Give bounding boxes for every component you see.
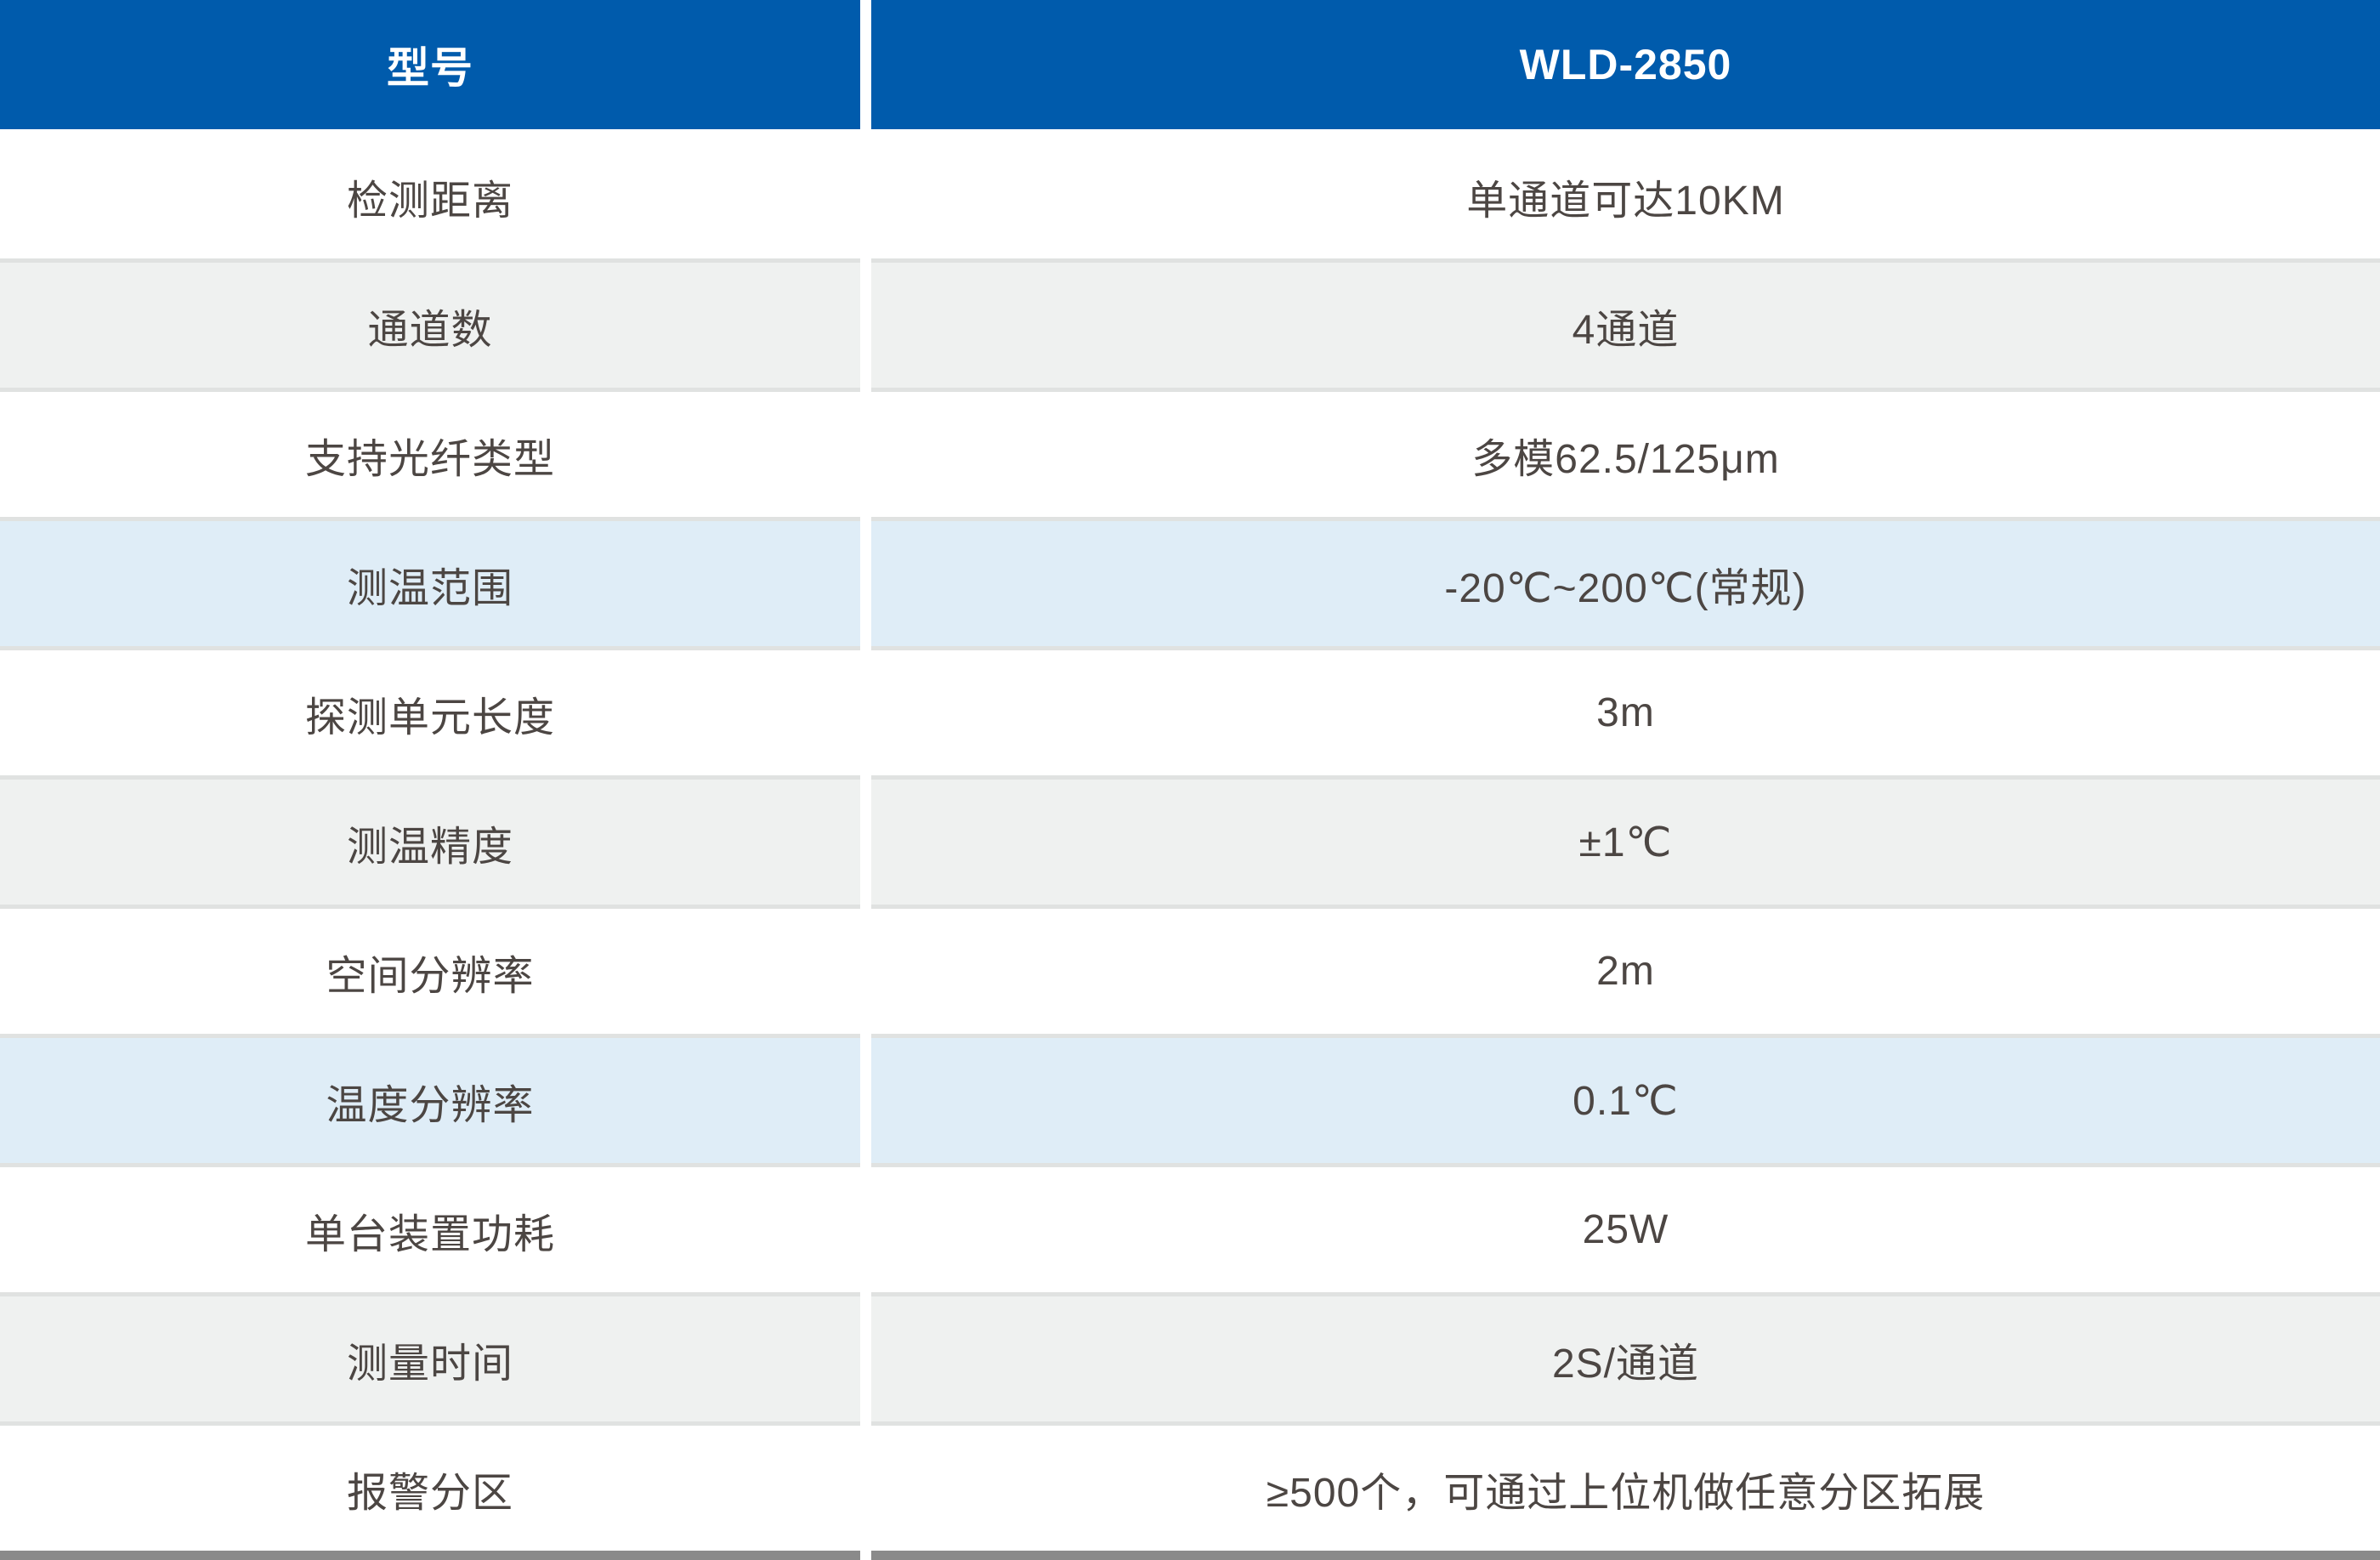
column-divider [860, 1163, 871, 1292]
column-divider [860, 1551, 871, 1560]
table-row: 温度分辨率 0.1℃ [0, 1034, 2380, 1163]
spec-label: 测温范围 [0, 517, 860, 646]
spec-label: 测量时间 [0, 1292, 860, 1421]
table-row: 测温范围 -20℃~200℃(常规) [0, 517, 2380, 646]
spec-label: 通道数 [0, 258, 860, 388]
spec-label: 支持光纤类型 [0, 388, 860, 517]
header-model-value: WLD-2850 [871, 0, 2380, 129]
column-divider [860, 1034, 871, 1163]
table-row: 报警分区 ≥500个，可通过上位机做任意分区拓展 [0, 1421, 2380, 1551]
column-divider [860, 1421, 871, 1551]
spec-label: 空间分辨率 [0, 905, 860, 1034]
table-row: 单台装置功耗 25W [0, 1163, 2380, 1292]
column-divider [860, 517, 871, 646]
table-row: 探测单元长度 3m [0, 646, 2380, 775]
spec-value: 3m [871, 646, 2380, 775]
column-divider [860, 0, 871, 129]
table-header-row: 型号 WLD-2850 [0, 0, 2380, 129]
spec-label: 单台装置功耗 [0, 1163, 860, 1292]
table-body: 检测距离 单通道可达10KM 通道数 4通道 支持光纤类型 多模62.5/125… [0, 129, 2380, 1551]
spec-label: 探测单元长度 [0, 646, 860, 775]
table-row: 测量时间 2S/通道 [0, 1292, 2380, 1421]
table-row: 检测距离 单通道可达10KM [0, 129, 2380, 258]
column-divider [860, 775, 871, 905]
header-model-label: 型号 [0, 0, 860, 129]
spec-value: ≥500个，可通过上位机做任意分区拓展 [871, 1421, 2380, 1551]
spec-value: 4通道 [871, 258, 2380, 388]
column-divider [860, 258, 871, 388]
table-row: 通道数 4通道 [0, 258, 2380, 388]
column-divider [860, 905, 871, 1034]
spec-value: ±1℃ [871, 775, 2380, 905]
table-row: 空间分辨率 2m [0, 905, 2380, 1034]
spec-value: 25W [871, 1163, 2380, 1292]
spec-value: 单通道可达10KM [871, 129, 2380, 258]
table-row: 测温精度 ±1℃ [0, 775, 2380, 905]
spec-label: 测温精度 [0, 775, 860, 905]
spec-value: 2S/通道 [871, 1292, 2380, 1421]
column-divider [860, 1292, 871, 1421]
spec-label: 温度分辨率 [0, 1034, 860, 1163]
spec-label: 检测距离 [0, 129, 860, 258]
spec-label: 报警分区 [0, 1421, 860, 1551]
spec-value: -20℃~200℃(常规) [871, 517, 2380, 646]
bottom-bar-left [0, 1551, 860, 1560]
bottom-bar-right [871, 1551, 2380, 1560]
table-bottom-bar [0, 1551, 2380, 1560]
table-row: 支持光纤类型 多模62.5/125μm [0, 388, 2380, 517]
column-divider [860, 646, 871, 775]
column-divider [860, 129, 871, 258]
column-divider [860, 388, 871, 517]
spec-value: 2m [871, 905, 2380, 1034]
spec-value: 0.1℃ [871, 1034, 2380, 1163]
spec-value: 多模62.5/125μm [871, 388, 2380, 517]
